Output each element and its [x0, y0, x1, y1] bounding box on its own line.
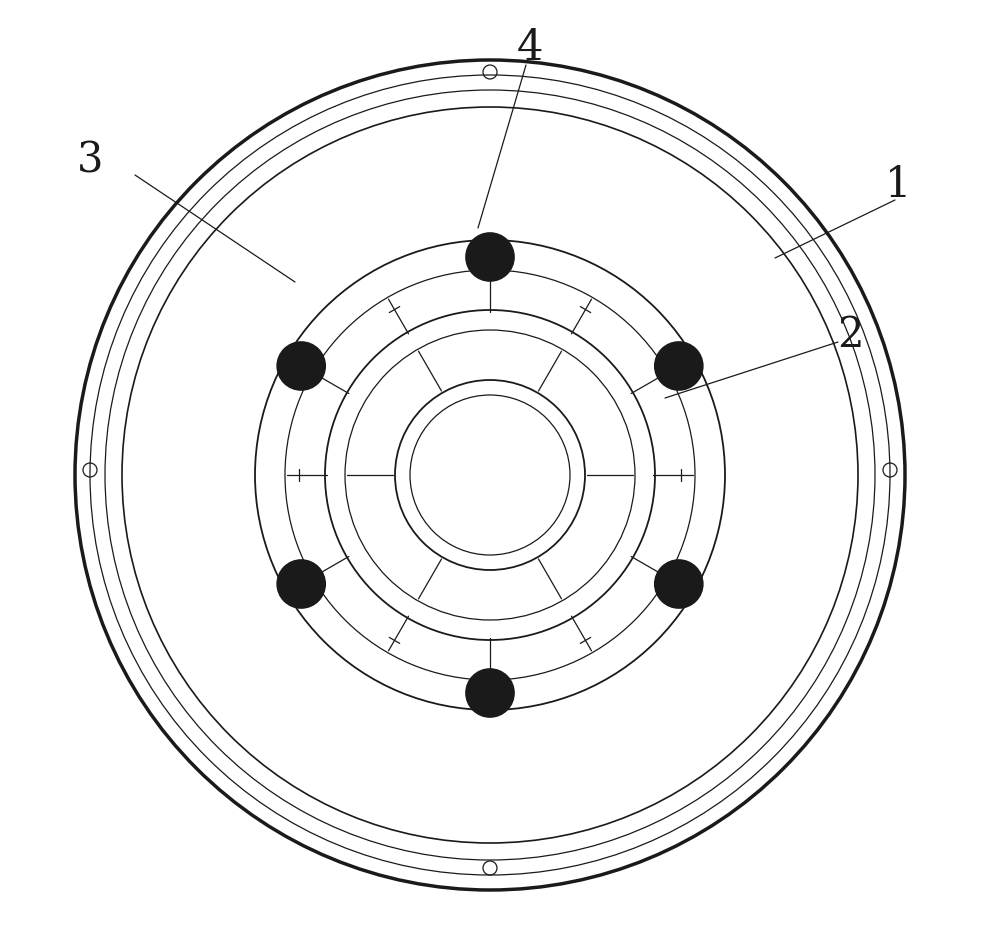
Circle shape: [466, 233, 514, 281]
Text: 1: 1: [885, 164, 911, 206]
Text: 2: 2: [837, 314, 863, 356]
Text: 3: 3: [77, 139, 103, 181]
Circle shape: [466, 669, 514, 717]
Circle shape: [277, 342, 325, 390]
Text: 4: 4: [517, 27, 543, 69]
Circle shape: [277, 560, 325, 608]
Circle shape: [655, 342, 703, 390]
Circle shape: [655, 560, 703, 608]
